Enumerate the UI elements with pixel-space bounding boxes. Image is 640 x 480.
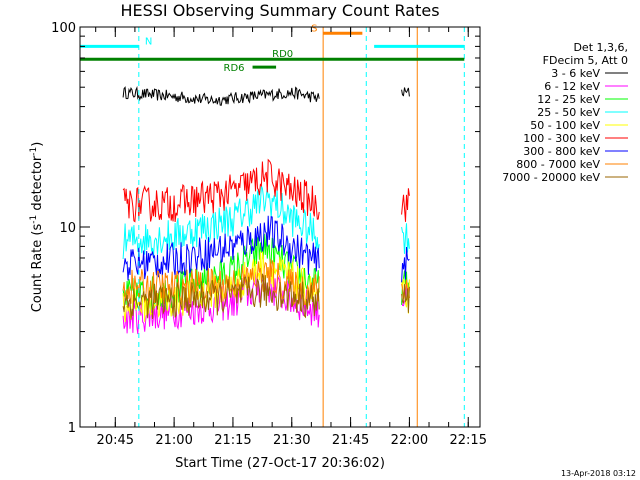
series-3-6-kev [122,85,410,106]
legend-label: 300 - 800 keV [523,145,600,158]
legend-label: 6 - 12 keV [544,80,600,93]
annotation-s: S [311,23,418,427]
series-line [122,85,320,106]
series-line [401,188,410,222]
chart-title: HESSI Observing Summary Count Rates [120,1,439,20]
plot-frame [79,26,481,428]
series-line [401,223,410,254]
annotation-label: RD0 [272,49,293,60]
legend-label: 7000 - 20000 keV [502,171,600,184]
x-tick-label: 21:45 [332,433,369,448]
y-tick-label: 10 [59,221,76,236]
x-tick-label: 21:15 [214,433,251,448]
legend-label: 3 - 6 keV [551,67,600,80]
legend-header-line2: FDecim 5, Att 0 [543,54,628,67]
x-tick-label: 20:45 [97,433,134,448]
legend-header-line1: Det 1,3,6, [573,41,628,54]
annotation-label: S [311,23,317,34]
x-tick-label: 21:30 [273,433,310,448]
y-tick-label: 100 [51,21,76,36]
legend-label: 100 - 300 keV [523,132,600,145]
series-300-800-kev [122,215,410,283]
series-7000-20000-kev [122,273,410,320]
series-line [122,185,320,260]
legend-label: 800 - 7000 keV [516,158,600,171]
x-axis-label: Start Time (27-Oct-17 20:36:02) [175,456,385,471]
plot-area: N S RD0 RD6 [79,23,465,427]
legend-label: 25 - 50 keV [537,106,600,119]
annotation-rd0: RD0 [80,49,465,61]
annotation-band [365,27,465,427]
legend-label: 12 - 25 keV [537,93,600,106]
annotation-n: N [79,27,152,427]
series-line [401,87,410,97]
annotation-label: N [145,36,152,47]
annotation-label: RD6 [224,63,245,74]
annotation-rd6: RD6 [224,63,277,74]
y-axis-label: Count Rate (s-1 detector-1) [29,142,45,313]
x-tick-label: 21:00 [155,433,192,448]
series-line [122,215,320,281]
series-line [401,279,410,299]
legend-label: 50 - 100 keV [530,119,600,132]
series-line [122,273,320,320]
series-line [122,158,320,223]
series-line [401,246,410,283]
series-25-50-kev [122,185,410,260]
x-tick-label: 22:15 [450,433,487,448]
footer-date: 13-Apr-2018 03:12 [561,469,636,478]
x-tick-label: 22:00 [391,433,428,448]
x-axis: 20:45 21:00 21:15 21:30 21:45 22:00 22:15 [95,27,487,448]
series-line [401,284,410,313]
series-100-300-kev [122,158,410,223]
y-axis: 1 10 100 [51,21,480,436]
y-tick-label: 1 [68,421,76,436]
